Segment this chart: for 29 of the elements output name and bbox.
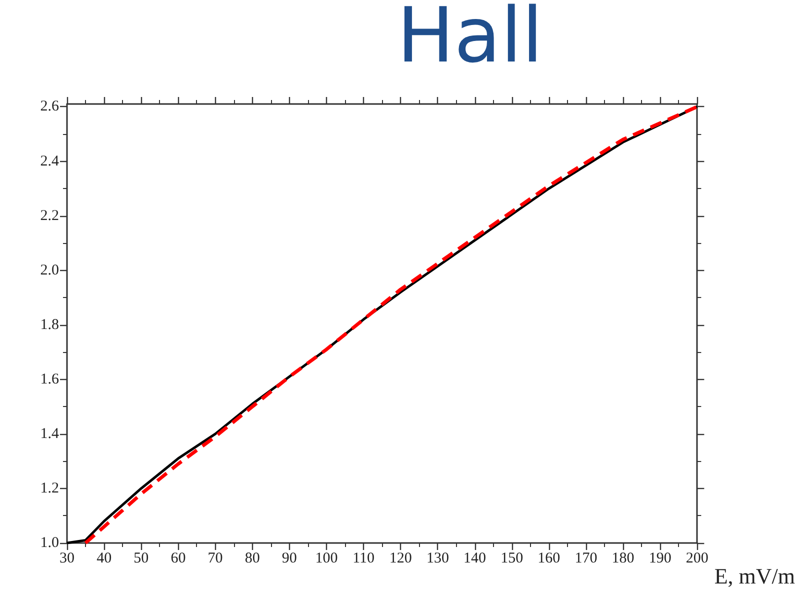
x-tick-label: 160	[538, 550, 560, 566]
y-tick-label: 2.6	[40, 98, 60, 115]
y-tick-label: 2.2	[40, 208, 59, 224]
y-tick-label: 1.6	[40, 371, 60, 388]
y-tick-label: 1.2	[40, 480, 59, 496]
x-tick-label: 140	[464, 550, 486, 566]
x-tick-label: 80	[244, 550, 260, 566]
y-tick-label: 2.4	[40, 153, 60, 170]
x-tick-label: 150	[500, 550, 524, 566]
y-tick-label: 1.4	[40, 426, 60, 442]
x-tick-label: 70	[208, 550, 223, 566]
x-tick-label: 190	[648, 550, 672, 566]
x-tick-label: 40	[96, 550, 112, 566]
y-tick-label: 2.0	[40, 262, 59, 278]
x-tick-label: 200	[686, 550, 708, 566]
y-tick-label: 1.0	[40, 535, 59, 551]
chart-title: Hall	[397, 0, 543, 80]
x-tick-label: 100	[315, 550, 338, 566]
y-tick-label: 1.8	[40, 316, 59, 333]
x-tick-label: 120	[389, 550, 412, 566]
x-tick-label: 180	[612, 550, 634, 566]
x-tick-label: 110	[352, 550, 375, 566]
x-tick-label: 60	[170, 550, 186, 566]
x-tick-label: 30	[60, 550, 74, 566]
x-tick-label: 90	[282, 550, 297, 566]
x-tick-label: 170	[574, 550, 598, 566]
x-axis-title: E, mV/m	[714, 564, 795, 588]
x-tick-label: 130	[426, 550, 449, 566]
x-tick-label: 50	[134, 550, 149, 566]
